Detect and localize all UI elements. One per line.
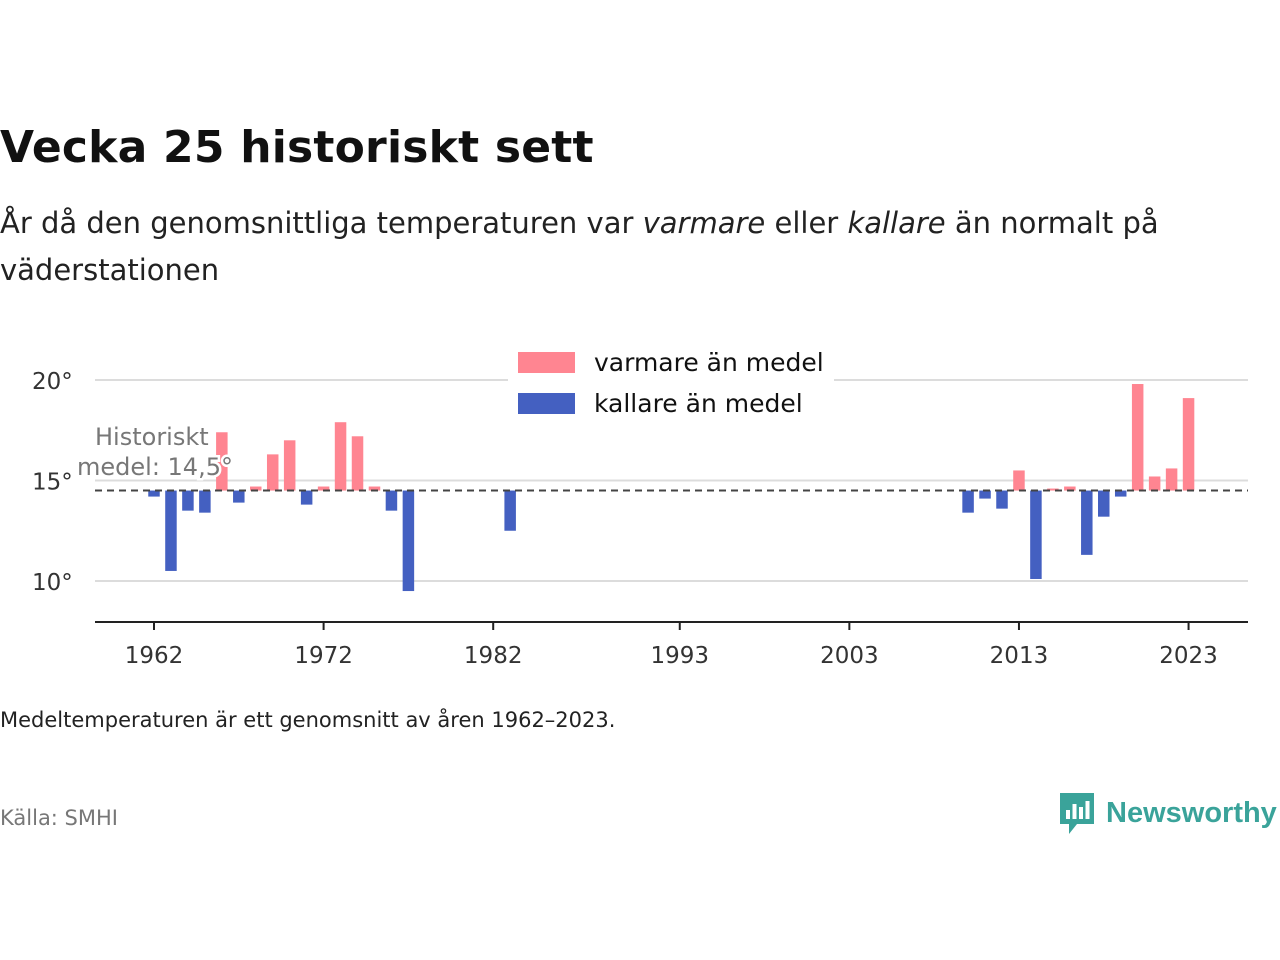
bar-2021 (1148, 476, 1161, 491)
x-tick-label-2013: 2013 (990, 643, 1049, 669)
newsworthy-logo-icon (1060, 793, 1094, 834)
bar-2013 (1013, 470, 1025, 491)
legend: varmare än medel kallare än medel (508, 342, 834, 434)
bar-1963 (165, 490, 177, 571)
temperature-bar-chart: 10° 15° 20° 1962 1972 1982 1993 2003 2013 2023 va… (32, 342, 1248, 669)
bars (148, 384, 1195, 592)
bar-1970 (283, 440, 296, 491)
subtitle-text-2: eller (765, 206, 848, 240)
bar-1968 (250, 486, 262, 491)
newsworthy-logo-text: Newsworthy (1106, 796, 1277, 829)
y-tick-label-20: 20° (32, 369, 73, 395)
x-tick-label-1993: 1993 (650, 643, 709, 669)
subtitle-text-3: än normalt på väderstationen (0, 206, 1159, 287)
bar-1974 (351, 436, 364, 491)
bar-2018 (1098, 490, 1110, 517)
x-tick-label-1962: 1962 (125, 643, 184, 669)
bar-1964 (182, 490, 194, 511)
bar-1977 (402, 490, 415, 592)
y-tick-label-10: 10° (32, 570, 73, 596)
mean-annotation-line-1: Historiskt (95, 423, 209, 451)
bar-1967 (233, 490, 245, 503)
bar-1969 (266, 454, 279, 491)
bar-2022 (1165, 468, 1178, 491)
bar-1983 (504, 490, 516, 531)
x-tick-label-1982: 1982 (464, 643, 523, 669)
bar-2017 (1081, 490, 1093, 555)
subtitle-emphasis-colder: kallare (847, 206, 946, 240)
legend-label-1: kallare än medel (594, 389, 803, 418)
chart-title: Vecka 25 historiskt sett (0, 122, 594, 173)
bar-1975 (368, 486, 381, 491)
chart-subtitle: År då den genomsnittliga temperaturen va… (0, 200, 1230, 294)
bar-1976 (385, 490, 398, 511)
bar-2019 (1114, 490, 1127, 497)
bar-1962 (148, 490, 160, 497)
x-tick-label-2023: 2023 (1159, 643, 1218, 669)
bar-2014 (1030, 490, 1042, 579)
footnote: Medeltemperaturen är ett genomsnitt av å… (0, 708, 616, 732)
x-tick-label-1972: 1972 (294, 643, 353, 669)
legend-swatch-1 (518, 393, 575, 414)
bar-2020 (1131, 384, 1144, 491)
bar-2012 (996, 490, 1008, 509)
legend-swatch-0 (518, 352, 575, 373)
source-label: Källa: SMHI (0, 806, 118, 830)
legend-label-0: varmare än medel (594, 348, 824, 377)
bar-1965 (199, 490, 211, 513)
y-tick-label-15: 15° (32, 470, 73, 496)
mean-annotation-line-2: medel: 14,5° (77, 453, 233, 481)
subtitle-emphasis-warmer: varmare (642, 206, 766, 240)
bar-2011 (979, 490, 991, 499)
bar-2016 (1064, 486, 1076, 491)
bar-1972 (317, 486, 330, 491)
bar-2023 (1182, 398, 1195, 491)
bar-1971 (300, 490, 313, 505)
bar-1973 (334, 422, 347, 491)
newsworthy-logo: Newsworthy (1058, 790, 1277, 836)
axes: 10° 15° 20° 1962 1972 1982 1993 2003 2013 2023 (32, 369, 1248, 669)
x-tick-label-2003: 2003 (820, 643, 879, 669)
subtitle-text-1: År då den genomsnittliga temperaturen va… (0, 206, 643, 240)
bar-2015 (1047, 488, 1059, 491)
bar-1966 (216, 432, 228, 491)
bar-2010 (962, 490, 974, 513)
